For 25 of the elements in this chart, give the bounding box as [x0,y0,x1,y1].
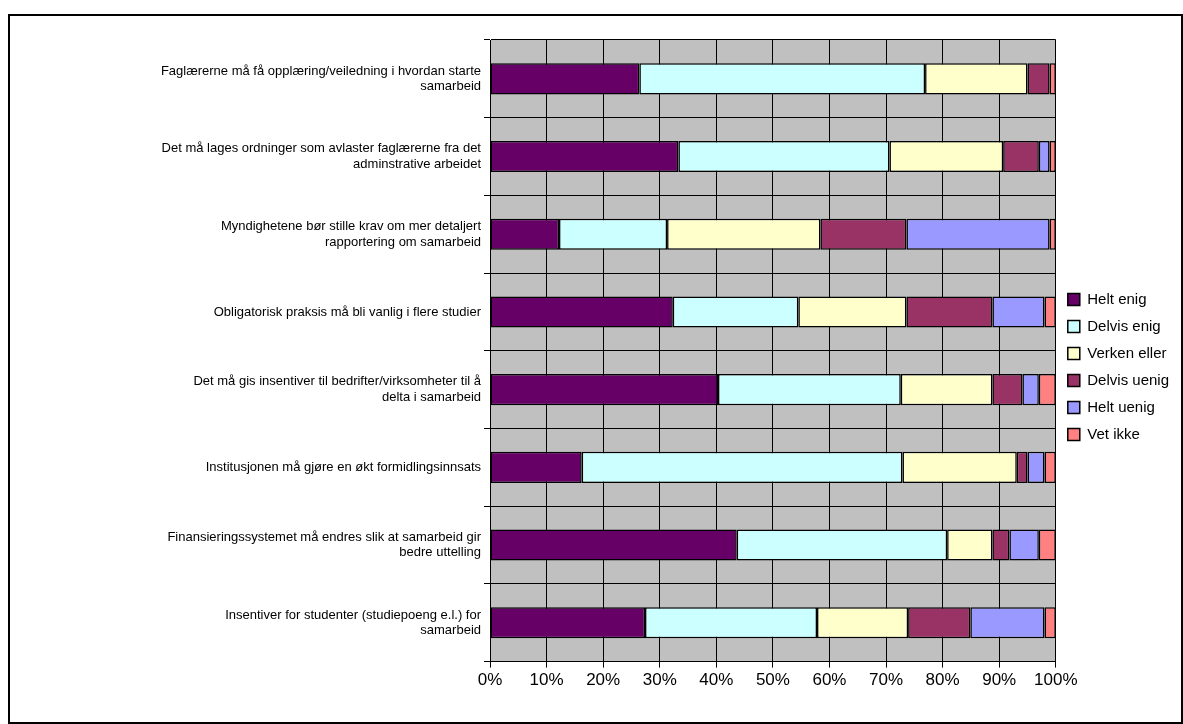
x-tick-label: 30% [642,670,677,690]
x-tick-label: 40% [699,670,734,690]
legend-label: Delvis enig [1087,316,1161,334]
x-tick-label: 80% [925,670,960,690]
x-tick-label: 60% [812,670,847,690]
legend-label: Helt enig [1087,289,1147,307]
x-tick-label: 10% [529,670,564,690]
legend-label: Vet ikke [1087,424,1140,442]
x-tick-label: 90% [982,670,1017,690]
x-tick-label: 0% [477,670,503,690]
y-tick-label: Insentiver for studenter (studiepoeng e.l.) for samarbeid [225,606,482,638]
y-tick-label: Obligatorisk praksis må bli vanlig i flere studier [213,303,482,319]
x-tick-label: 100% [1034,670,1078,690]
legend-label: Verken eller [1087,343,1167,361]
y-tick-label: Det må lages ordninger som avlaster faglærerne fra det adminstrative arbeidet [161,140,482,171]
x-tick-label: 70% [869,670,904,690]
x-tick-label: 50% [755,670,790,690]
x-tick-label: 20% [586,670,621,690]
y-tick-label: Faglærerne må få opplæring/veiledning i hvordan starte samarbeid [160,62,481,94]
y-tick-label: Institusjonen må gjøre en økt formidlingsinnsats [205,458,482,474]
y-tick-label: Det må gis insentiver til bedrifter/virksomheter til å delta i samarbeid [193,373,482,405]
legend-label: Delvis uenig [1087,370,1170,388]
legend-label: Helt uenig [1087,397,1155,415]
y-tick-label: Myndighetene bør stille krav om mer detaljert rapportering om samarbeid [220,218,482,249]
y-tick-label: Finansieringssystemet må endres slik at samarbeid gir bedre uttelling [167,528,482,560]
